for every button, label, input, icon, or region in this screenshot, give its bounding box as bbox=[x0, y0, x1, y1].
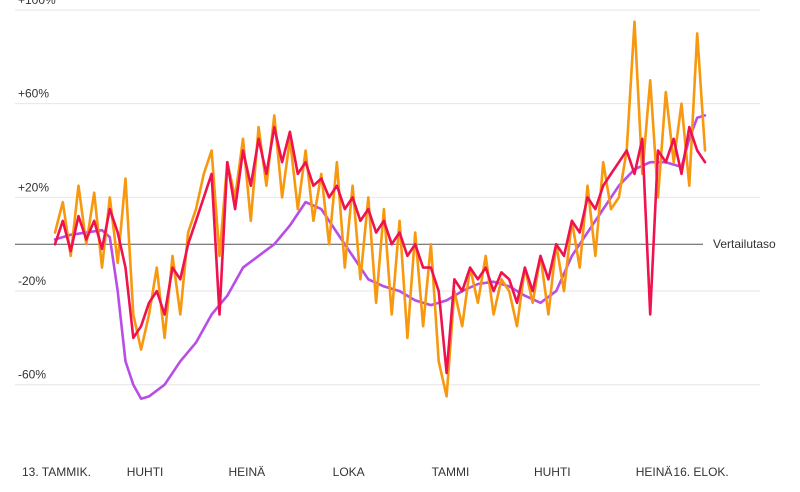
x-tick-label: HEINÄ bbox=[229, 465, 266, 479]
x-axis-tick-labels: 13. TAMMIK. HUHTI HEINÄ LOKA TAMMI HUHTI HEINÄ… bbox=[22, 465, 729, 479]
x-tick-label: HEINÄ bbox=[636, 465, 673, 479]
x-tick-label: 16. ELOK. bbox=[673, 465, 728, 479]
y-tick-label: +60% bbox=[18, 87, 49, 101]
series-line-2 bbox=[53, 20, 707, 398]
x-tick-label: HUHTI bbox=[127, 465, 164, 479]
x-tick-label: LOKA bbox=[333, 465, 365, 479]
y-tick-label: -20% bbox=[18, 274, 46, 288]
y-tick-label: -60% bbox=[18, 368, 46, 382]
x-tick-label: 13. TAMMIK. bbox=[22, 465, 91, 479]
series-lines bbox=[53, 20, 707, 401]
y-tick-label: +100% bbox=[18, 0, 56, 7]
gridlines bbox=[15, 9, 760, 386]
x-tick-label: TAMMI bbox=[432, 465, 470, 479]
x-tick-label: HUHTI bbox=[534, 465, 571, 479]
y-tick-label: +20% bbox=[18, 180, 49, 194]
series-line-3 bbox=[53, 125, 707, 375]
y-axis-tick-labels: +100% +60% +20% -20% -60% bbox=[18, 0, 56, 382]
reference-line-label: Vertailutaso bbox=[713, 237, 776, 251]
